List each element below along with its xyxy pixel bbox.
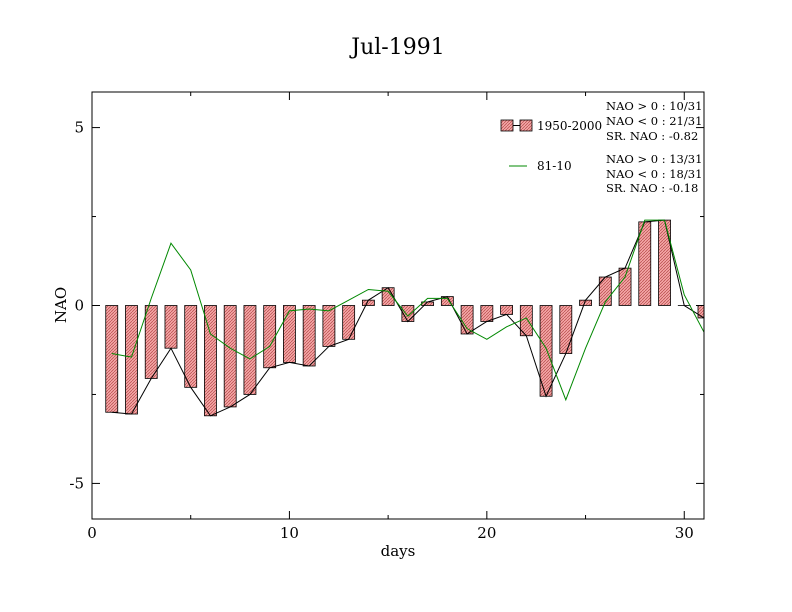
bar-day-2 xyxy=(125,305,138,415)
bar-day-29 xyxy=(658,219,671,306)
bar-series xyxy=(105,219,704,417)
bar-day-7 xyxy=(223,305,237,408)
x-tick-label: 10 xyxy=(280,524,299,542)
bar-day-10 xyxy=(283,305,296,363)
bar-day-9 xyxy=(263,305,277,369)
y-tick-label: -5 xyxy=(69,474,84,492)
legend-swatch-bar-2 xyxy=(519,119,533,132)
bar-day-21 xyxy=(500,305,513,315)
chart-title: Jul-1991 xyxy=(349,35,444,60)
y-axis-label: NAO xyxy=(52,287,70,323)
stat-nao-positive-81-10: NAO > 0 : 13/31 xyxy=(606,152,702,166)
y-tick-label: 5 xyxy=(74,119,84,137)
bar-day-19 xyxy=(460,305,474,335)
series-line-81-10 xyxy=(111,219,704,402)
x-tick-label: 0 xyxy=(87,524,97,542)
bar-day-27 xyxy=(618,267,632,306)
x-tick-label: 30 xyxy=(675,524,694,542)
axis-ticks: 0 10 20 30 -5 0 5 xyxy=(69,92,704,542)
legend-swatch-bar xyxy=(500,119,514,132)
bar-day-28 xyxy=(638,221,652,306)
plot-area xyxy=(105,219,704,417)
bar-day-11 xyxy=(302,305,316,367)
bar-day-3 xyxy=(144,305,158,379)
legend-label-1950-2000: 1950-2000 xyxy=(537,119,602,133)
y-tick-label: 0 xyxy=(74,297,84,315)
bar-day-4 xyxy=(164,305,178,349)
bar-day-13 xyxy=(342,305,356,340)
bar-day-20 xyxy=(480,305,494,322)
bar-day-31 xyxy=(697,305,704,319)
series-line-1950-2000-trace xyxy=(111,219,704,417)
bar-day-5 xyxy=(184,305,198,388)
stat-sr-nao-1950: SR. NAO : -0.82 xyxy=(606,129,698,143)
stat-nao-positive-1950: NAO > 0 : 10/31 xyxy=(606,99,702,113)
legend-label-81-10: 81-10 xyxy=(537,159,572,173)
x-axis-label: days xyxy=(381,542,416,560)
bar-day-24 xyxy=(559,305,573,354)
bar-day-1 xyxy=(105,305,119,413)
stat-sr-nao-81-10: SR. NAO : -0.18 xyxy=(606,181,698,195)
legend: 1950-2000 81-10 NAO > 0 : 10/31 NAO < 0 … xyxy=(500,99,702,195)
line-series xyxy=(111,219,704,417)
x-tick-label: 20 xyxy=(477,524,496,542)
bar-day-6 xyxy=(204,305,217,417)
stat-nao-negative-81-10: NAO < 0 : 18/31 xyxy=(606,167,702,181)
bar-day-12 xyxy=(322,305,336,347)
bar-day-8 xyxy=(243,305,257,395)
stat-nao-negative-1950: NAO < 0 : 21/31 xyxy=(606,114,702,128)
